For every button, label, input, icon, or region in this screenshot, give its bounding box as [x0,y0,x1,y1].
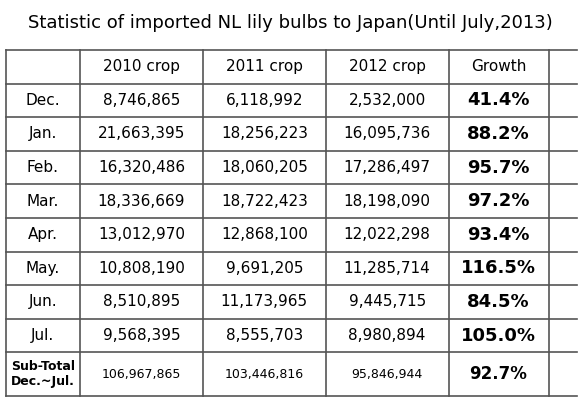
Text: 106,967,865: 106,967,865 [102,368,181,381]
Text: 11,173,965: 11,173,965 [221,294,308,310]
Text: Growth: Growth [471,59,526,74]
Text: 9,691,205: 9,691,205 [226,261,303,276]
Text: 11,285,714: 11,285,714 [344,261,430,276]
Text: 116.5%: 116.5% [461,259,536,277]
Text: 84.5%: 84.5% [467,293,530,311]
Text: 2010 crop: 2010 crop [103,59,180,74]
Text: 93.4%: 93.4% [467,226,530,244]
Text: 10,808,190: 10,808,190 [98,261,185,276]
Text: 2012 crop: 2012 crop [349,59,426,74]
Text: 88.2%: 88.2% [467,125,530,143]
Text: 12,022,298: 12,022,298 [344,227,430,242]
Text: 18,722,423: 18,722,423 [221,194,308,209]
Text: Dec.: Dec. [26,93,60,108]
Text: 8,980,894: 8,980,894 [349,328,426,343]
Text: 97.2%: 97.2% [467,192,530,210]
Text: 103,446,816: 103,446,816 [225,368,304,381]
Text: 9,568,395: 9,568,395 [103,328,180,343]
Text: 8,510,895: 8,510,895 [103,294,180,310]
Text: Jul.: Jul. [31,328,55,343]
Text: 16,320,486: 16,320,486 [98,160,185,175]
Text: Sub-Total
Dec.~Jul.: Sub-Total Dec.~Jul. [11,360,75,388]
Text: May.: May. [26,261,60,276]
Text: 95.7%: 95.7% [467,158,530,176]
Text: 8,555,703: 8,555,703 [226,328,303,343]
Text: 92.7%: 92.7% [470,365,527,383]
Text: 17,286,497: 17,286,497 [343,160,430,175]
Text: 2011 crop: 2011 crop [226,59,303,74]
Text: 9,445,715: 9,445,715 [349,294,426,310]
Text: 8,746,865: 8,746,865 [103,93,180,108]
Text: 41.4%: 41.4% [467,91,530,109]
Text: 18,336,669: 18,336,669 [98,194,185,209]
Text: Jan.: Jan. [29,126,57,142]
Text: 16,095,736: 16,095,736 [343,126,431,142]
Text: 13,012,970: 13,012,970 [98,227,185,242]
Text: 12,868,100: 12,868,100 [221,227,308,242]
Text: 2,532,000: 2,532,000 [349,93,426,108]
Text: 95,846,944: 95,846,944 [351,368,423,381]
Text: 21,663,395: 21,663,395 [98,126,185,142]
Text: Apr.: Apr. [28,227,58,242]
Text: 105.0%: 105.0% [461,326,536,344]
Text: 18,198,090: 18,198,090 [343,194,430,209]
Text: 18,256,223: 18,256,223 [221,126,308,142]
Text: Mar.: Mar. [27,194,59,209]
Text: Feb.: Feb. [27,160,59,175]
Text: 18,060,205: 18,060,205 [221,160,308,175]
Text: 6,118,992: 6,118,992 [226,93,303,108]
Text: Statistic of imported NL lily bulbs to Japan(Until July,2013): Statistic of imported NL lily bulbs to J… [28,14,552,32]
Text: Jun.: Jun. [28,294,57,310]
